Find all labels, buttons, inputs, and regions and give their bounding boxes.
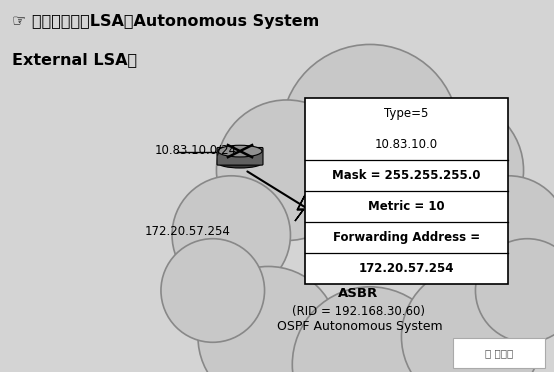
Text: ASBR: ASBR — [338, 287, 378, 300]
Polygon shape — [295, 195, 305, 221]
Ellipse shape — [218, 158, 262, 168]
Text: 品 亿速云: 品 亿速云 — [485, 348, 513, 358]
Text: Forwarding Address =: Forwarding Address = — [333, 231, 480, 244]
Ellipse shape — [336, 245, 380, 257]
Bar — [305, 98, 508, 284]
Text: 10.83.10.0: 10.83.10.0 — [375, 138, 438, 151]
Ellipse shape — [218, 145, 262, 157]
Text: OSPF Autonomous System: OSPF Autonomous System — [277, 320, 443, 333]
Text: (RID = 192.168.30.60): (RID = 192.168.30.60) — [291, 305, 424, 318]
Text: Mask = 255.255.255.0: Mask = 255.255.255.0 — [332, 169, 481, 182]
Text: External LSA）: External LSA） — [12, 52, 137, 67]
Text: Type=5: Type=5 — [384, 107, 429, 120]
Text: ☞ 自治系统外部LSA（Autonomous System: ☞ 自治系统外部LSA（Autonomous System — [12, 14, 319, 29]
Text: 172.20.57.254: 172.20.57.254 — [359, 262, 454, 275]
Text: Metric = 10: Metric = 10 — [368, 200, 445, 213]
Ellipse shape — [336, 257, 380, 268]
Text: 10.83.10.0/24: 10.83.10.0/24 — [155, 144, 237, 157]
FancyBboxPatch shape — [217, 148, 263, 165]
Text: 172.20.57.254: 172.20.57.254 — [145, 225, 231, 238]
FancyBboxPatch shape — [335, 247, 381, 265]
FancyBboxPatch shape — [453, 338, 545, 368]
